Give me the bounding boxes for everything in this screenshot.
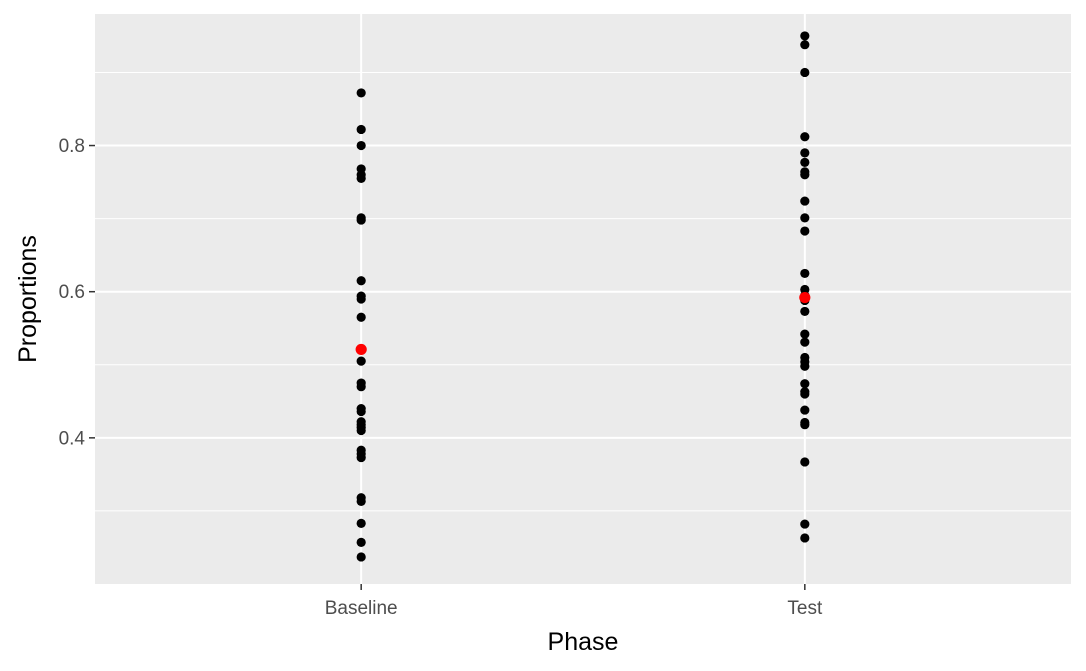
data-point bbox=[800, 40, 810, 50]
data-point bbox=[356, 294, 366, 304]
data-point bbox=[800, 519, 810, 529]
data-point bbox=[356, 452, 366, 463]
data-points bbox=[356, 31, 810, 562]
data-point bbox=[800, 420, 810, 430]
data-point bbox=[800, 457, 810, 467]
mean-point bbox=[355, 343, 367, 356]
data-point bbox=[356, 88, 366, 98]
data-point bbox=[800, 329, 810, 339]
data-point bbox=[356, 124, 366, 135]
data-point bbox=[356, 382, 366, 392]
data-point bbox=[800, 337, 810, 347]
data-point bbox=[356, 552, 366, 562]
data-point bbox=[800, 533, 810, 543]
data-point bbox=[800, 31, 810, 41]
plot-panel bbox=[95, 14, 1071, 584]
data-point bbox=[356, 406, 366, 417]
data-point bbox=[356, 173, 366, 184]
data-point bbox=[800, 132, 810, 142]
data-point bbox=[800, 361, 810, 371]
data-point bbox=[356, 496, 366, 507]
y-tick-label: 0.6 bbox=[59, 282, 85, 303]
data-point bbox=[356, 215, 366, 225]
y-tick-label: 0.4 bbox=[59, 428, 86, 449]
x-tick-label: Test bbox=[787, 598, 823, 619]
data-point bbox=[800, 148, 810, 158]
data-point bbox=[800, 67, 810, 78]
mean-points bbox=[355, 291, 811, 356]
x-axis: Baseline Test bbox=[325, 584, 823, 619]
data-point bbox=[356, 356, 366, 366]
data-point bbox=[800, 170, 810, 180]
x-tick-label: Baseline bbox=[325, 598, 398, 619]
data-point bbox=[800, 157, 810, 167]
data-point bbox=[356, 537, 366, 547]
data-point bbox=[800, 389, 810, 399]
y-tick-label: 0.8 bbox=[59, 136, 85, 157]
data-point bbox=[800, 379, 810, 389]
x-axis-title: Phase bbox=[548, 628, 619, 656]
data-point bbox=[800, 405, 810, 415]
data-point bbox=[800, 306, 810, 317]
y-axis: 0.4 0.6 0.8 bbox=[59, 136, 95, 449]
data-point bbox=[356, 518, 366, 528]
minor-gridlines bbox=[95, 71, 1071, 512]
data-point bbox=[356, 312, 366, 322]
data-point bbox=[800, 226, 810, 236]
data-point bbox=[356, 425, 366, 436]
mean-point bbox=[799, 291, 811, 304]
y-axis-title: Proportions bbox=[14, 235, 42, 363]
data-point bbox=[356, 276, 366, 286]
data-point bbox=[800, 196, 810, 206]
data-point bbox=[800, 268, 810, 279]
data-point bbox=[356, 140, 366, 151]
data-point bbox=[800, 213, 810, 223]
